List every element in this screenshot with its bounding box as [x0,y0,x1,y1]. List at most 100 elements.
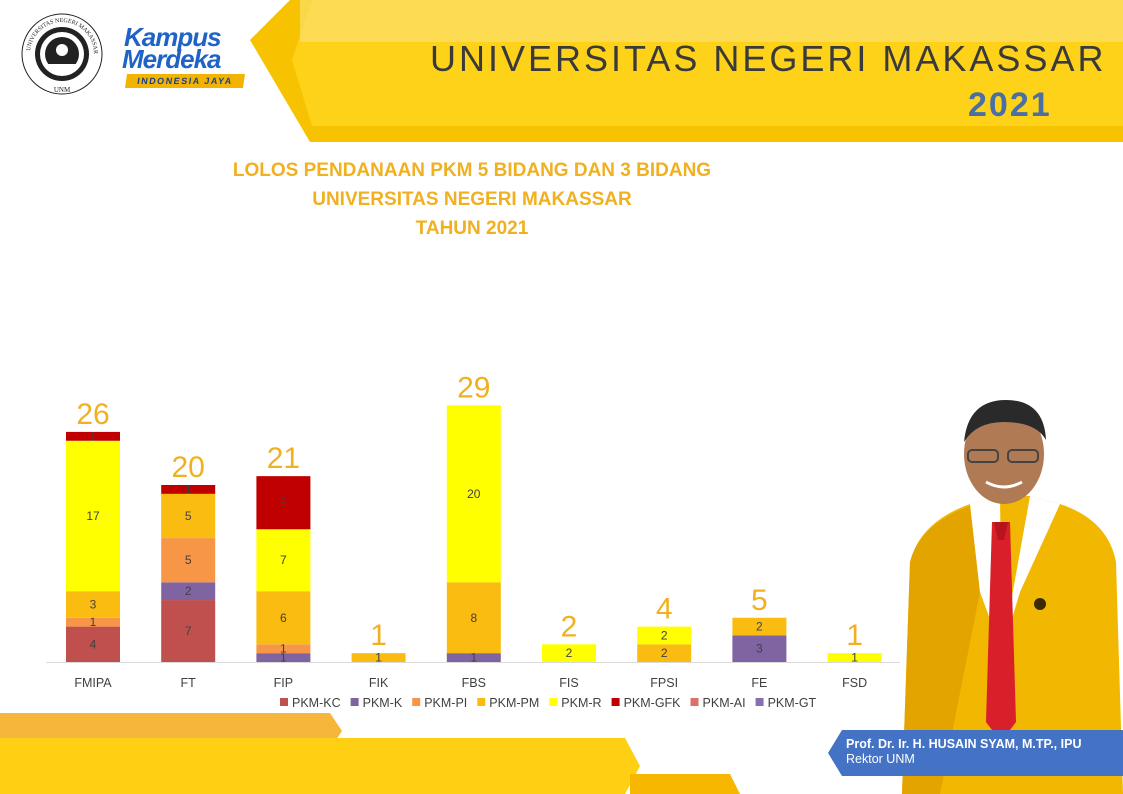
legend-label: PKM-R [561,696,601,710]
segment-label: 1 [90,615,97,629]
legend-label: PKM-GT [768,696,817,710]
segment-label: 2 [566,646,573,660]
legend-swatch [755,698,764,706]
segment-label: 1 [851,651,858,665]
svg-text:UNM: UNM [54,86,71,94]
segment-label: 17 [86,509,100,523]
bar-segment [66,431,120,441]
bar-segment [256,529,311,592]
segment-label: 3 [90,597,97,611]
category-label: FT [181,676,197,690]
bar-segment [66,617,120,627]
header-band-highlight [300,0,1123,42]
category-label: FE [751,676,767,690]
bar-segment [66,591,120,618]
chart-title-line-2: UNIVERSITAS NEGERI MAKASSAR [312,189,632,210]
total-label: 1 [846,619,863,652]
bar-segment [637,644,692,662]
segment-label: 1 [375,651,382,665]
bar-segment [446,653,501,662]
segment-label: 1 [90,429,97,443]
chart-title-line-3: TAHUN 2021 [415,218,529,239]
total-label: 29 [457,371,490,404]
bar-segment [351,653,406,662]
category-label: FPSI [650,676,678,690]
segment-label: 1 [280,642,287,656]
km-line2: Merdeka [122,44,221,74]
chart-title: LOLOS PENDANAAN PKM 5 BIDANG DAN 3 BIDAN… [160,156,784,243]
bar-segment [161,485,216,494]
total-label: 2 [561,610,578,643]
bar-segment [732,635,787,662]
segment-label: 3 [756,642,763,656]
legend-swatch [549,698,558,706]
bar-segment [161,600,216,662]
segment-label: 6 [280,496,287,510]
bar-segment [637,626,692,645]
km-line1: Kampus [124,22,222,52]
rector-photo [902,400,1123,794]
category-label: FIP [274,676,293,690]
segment-label: 5 [185,509,192,523]
caption-box [828,730,1123,776]
bar-segment [732,617,787,636]
bar-segment [256,476,311,530]
segment-label: 2 [756,620,763,634]
segment-label: 6 [280,611,287,625]
segment-label: 7 [280,553,287,567]
category-label: FIS [559,676,578,690]
bar-segment [256,653,311,662]
category-label: FBS [462,676,486,690]
segment-label: 8 [470,611,477,625]
bar-segment [161,582,216,601]
legend-swatch [350,698,359,706]
legend-label: PKM-K [363,696,403,710]
segment-label: 1 [185,482,192,496]
bar-segment [161,493,216,539]
segment-label: 1 [470,651,477,665]
segment-label: 20 [467,487,481,501]
bar-segment [827,653,882,662]
segment-label: 7 [185,624,192,638]
rector-role: Rektor UNM [846,752,915,766]
total-label: 21 [267,442,300,475]
segment-label: 2 [661,646,668,660]
legend-label: PKM-KC [292,696,341,710]
kampus-merdeka-logo: Kampus Merdeka INDONESIA JAYA [120,22,252,94]
legend-swatch [690,698,699,706]
legend-label: PKM-AI [703,696,746,710]
bar-segment [256,644,311,654]
category-label: FIK [369,676,389,690]
chart-title-line-1: LOLOS PENDANAAN PKM 5 BIDANG DAN 3 BIDAN… [232,160,712,181]
legend-swatch [477,698,486,706]
bar-segment [446,405,501,583]
segment-label: 4 [90,637,97,651]
category-label: FSD [842,676,867,690]
total-label: 1 [370,619,387,652]
legend-label: PKM-PI [424,696,467,710]
footer-band-3 [630,774,740,794]
bar-segment [66,626,120,662]
legend-label: PKM-GFK [624,696,682,710]
legend-label: PKM-PM [489,696,539,710]
segment-label: 2 [185,584,192,598]
legend-swatch [412,698,421,706]
legend-swatch [611,698,620,706]
footer-band-2 [0,738,640,794]
segment-label: 5 [185,553,192,567]
bar-segment [542,644,596,662]
total-label: 5 [751,584,768,617]
total-label: 26 [76,398,109,431]
bar-segment [161,538,216,583]
bar-segment [446,582,501,654]
total-label: 4 [656,593,673,626]
category-label: FMIPA [74,676,112,690]
total-label: 20 [172,451,205,484]
legend-swatch [280,698,288,706]
year-label: 2021 [968,86,1052,124]
unm-logo: UNIVERSITAS NEGERI MAKASSAR UNM [21,13,103,95]
bar-segment [256,591,311,645]
bar-segment [66,440,120,592]
university-title: UNIVERSITAS NEGERI MAKASSAR [430,38,1107,79]
